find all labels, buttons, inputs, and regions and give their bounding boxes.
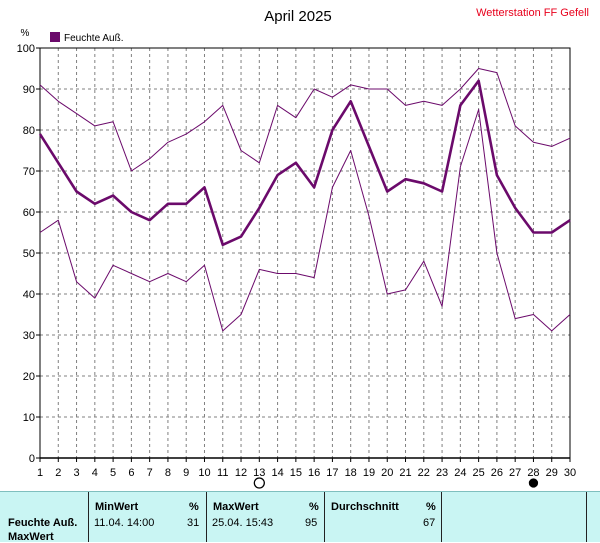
day-marker-13 (253, 477, 265, 489)
x-tick-label: 15 (290, 467, 302, 479)
x-tick-label: 2 (55, 467, 61, 479)
x-tick-label: 30 (564, 467, 576, 479)
series-line-min (39, 109, 571, 332)
x-tick-label: 23 (436, 467, 448, 479)
y-tick-label: 30 (23, 330, 35, 342)
x-tick-label: 24 (454, 467, 466, 479)
y-tick-label: 60 (23, 207, 35, 219)
x-tick-label: 26 (491, 467, 503, 479)
x-tick-label: 11 (217, 467, 228, 479)
x-tick-label: 28 (527, 467, 539, 479)
x-tick-label: 6 (128, 467, 134, 479)
legend-label: Feuchte Auß. (64, 33, 123, 44)
stats-row-label: Feuchte Auß. (8, 517, 78, 529)
y-tick-label: 20 (23, 371, 35, 383)
series-line-max (39, 68, 571, 172)
max-unit: % (309, 501, 319, 513)
avg-header: Durchschnitt (331, 501, 399, 513)
min-header: MinWert (95, 501, 139, 513)
y-axis-unit: % (21, 28, 30, 39)
stats-right-divider (586, 492, 587, 542)
axes (36, 47, 571, 462)
humidity-chart: April 2025 Wetterstation FF Gefell % Feu… (17, 7, 589, 489)
avg-unit: % (426, 501, 436, 513)
y-tick-labels: 0 10 20 30 40 50 60 70 80 90 100 (17, 43, 35, 465)
y-tick-label: 50 (23, 248, 35, 260)
x-tick-label: 5 (110, 467, 116, 479)
series-lines (38, 68, 571, 332)
y-tick-label: 70 (23, 166, 35, 178)
y-tick-label: 0 (29, 453, 35, 465)
x-tick-label: 12 (235, 467, 247, 479)
x-tick-label: 13 (253, 467, 265, 479)
min-value: 31 (187, 517, 200, 529)
series-line-mean (38, 79, 571, 247)
y-tick-label: 100 (17, 43, 35, 55)
x-tick-labels: 1 2 3 4 5 6 7 8 9 10 11 12 13 14 15 16 17 18 19 20 21 22 23 24 2… (37, 467, 576, 479)
max-header: MaxWert (213, 501, 259, 513)
y-tick-label: 90 (23, 84, 35, 96)
min-column: MinWert % 11.04. 14:00 31 (88, 492, 206, 542)
x-tick-label: 8 (165, 467, 171, 479)
x-tick-label: 3 (73, 467, 79, 479)
day-marker-28 (528, 478, 539, 488)
legend-swatch (50, 32, 60, 42)
x-tick-label: 10 (198, 467, 210, 479)
legend: Feuchte Auß. (50, 32, 123, 44)
grid (40, 47, 570, 458)
x-tick-label: 25 (472, 467, 484, 479)
x-tick-label: 22 (418, 467, 430, 479)
x-tick-label: 1 (37, 467, 43, 479)
x-tick-label: 21 (399, 467, 411, 479)
x-tick-label: 7 (147, 467, 153, 479)
max-value: 95 (305, 517, 318, 529)
min-unit: % (189, 501, 199, 513)
station-name: Wetterstation FF Gefell (476, 7, 589, 19)
stats-end-divider (441, 492, 442, 542)
y-tick-label: 10 (23, 412, 35, 424)
x-tick-label: 29 (546, 467, 558, 479)
x-tick-label: 19 (363, 467, 375, 479)
day-markers (253, 477, 539, 489)
x-tick-label: 4 (92, 467, 98, 479)
avg-column: Durchschnitt % 67 (324, 492, 442, 542)
min-datetime: 11.04. 14:00 (94, 517, 155, 529)
x-tick-label: 16 (308, 467, 320, 479)
x-tick-label: 18 (345, 467, 357, 479)
avg-value: 67 (423, 517, 436, 529)
max-datetime: 25.04. 15:43 (212, 517, 274, 529)
statistics-panel: Feuchte Auß. MaxWert MinWert % 11.04. 14… (0, 491, 600, 543)
x-tick-label: 20 (381, 467, 393, 479)
y-tick-label: 40 (23, 289, 35, 301)
chart-title: April 2025 (264, 8, 332, 25)
x-tick-label: 14 (271, 467, 283, 479)
max-column: MaxWert % 25.04. 15:43 95 (206, 492, 324, 542)
x-tick-label: 9 (183, 467, 189, 479)
stats-row-label-2: MaxWert (8, 531, 54, 543)
y-tick-label: 80 (23, 125, 35, 137)
x-tick-label: 17 (326, 467, 338, 479)
x-tick-label: 27 (509, 467, 521, 479)
